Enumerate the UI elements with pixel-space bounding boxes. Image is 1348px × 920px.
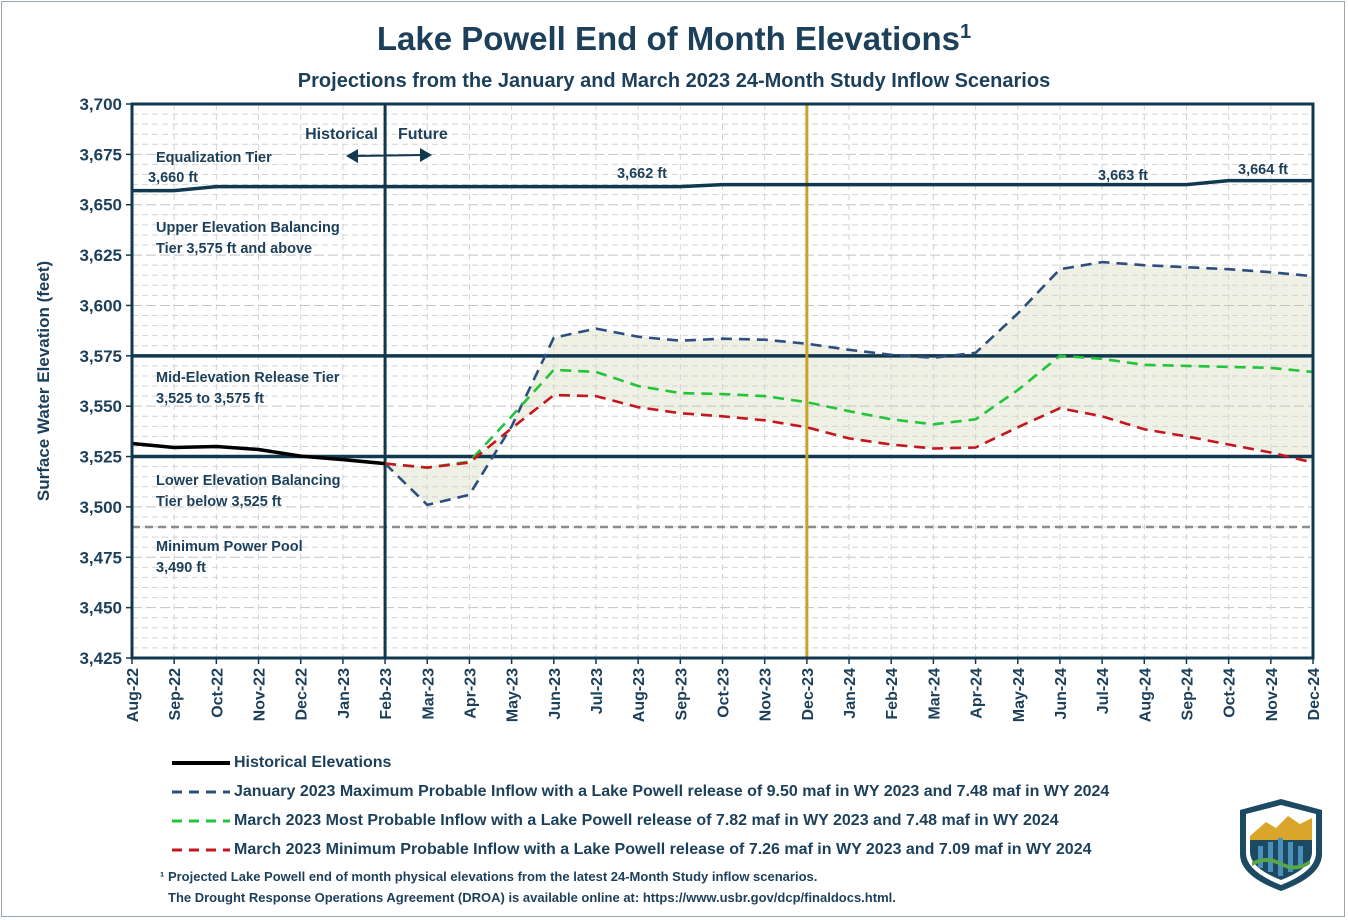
x-tick-label: Mar-24: [926, 668, 943, 720]
x-tick-label: Aug-22: [125, 668, 142, 722]
x-tick-label: Oct-22: [209, 668, 226, 718]
equalization-tier-label: Equalization Tier: [156, 150, 272, 166]
legend-label: March 2023 Minimum Probable Inflow with …: [234, 840, 1092, 858]
legend: Historical Elevations January 2023 Maxim…: [172, 748, 1109, 864]
projection-range-area: [385, 262, 1314, 505]
x-tick-label: Sep-24: [1179, 668, 1196, 721]
x-tick-label: Feb-23: [378, 668, 395, 720]
upper-tier-range-label: Tier 3,575 ft and above: [156, 241, 312, 257]
future-label: Future: [398, 126, 448, 143]
footnote-line-2: The Drought Response Operations Agreemen…: [168, 890, 896, 905]
chart-subtitle: Projections from the January and March 2…: [297, 70, 1051, 92]
x-tick-label: Jan-24: [842, 668, 859, 719]
y-tick-label: 3,650: [79, 196, 122, 215]
y-tick-label: 3,625: [79, 246, 122, 265]
x-tick-label: Dec-24: [1306, 668, 1323, 721]
footnote: ¹ Projected Lake Powell end of month phy…: [160, 866, 896, 908]
y-tick-label: 3,450: [79, 599, 122, 618]
y-tick-label: 3,700: [79, 95, 122, 114]
equalization-3663-label: 3,663 ft: [1098, 168, 1148, 184]
equalization-3664-label: 3,664 ft: [1238, 162, 1288, 178]
x-tick-label: May-23: [505, 668, 522, 722]
x-tick-label: Apr-23: [462, 668, 479, 719]
x-tick-label: Jan-23: [336, 668, 353, 719]
chart-title: Lake Powell End of Month Elevations1: [376, 20, 972, 57]
series-jan-max-line: [384, 260, 1314, 507]
x-tick-label: May-24: [1011, 668, 1028, 722]
y-tick-label: 3,675: [79, 145, 122, 164]
x-tick-label: Sep-22: [167, 668, 184, 721]
series-mar-most-line: [384, 354, 1314, 469]
x-tick-label: Aug-23: [631, 668, 648, 722]
arrow-left-icon: [346, 149, 358, 163]
x-tick-label: Jun-24: [1053, 668, 1070, 720]
legend-label: March 2023 Most Probable Inflow with a L…: [234, 811, 1059, 829]
y-tick-label: 3,475: [79, 548, 122, 567]
x-tick-label: Oct-24: [1222, 668, 1239, 718]
x-tick-label: Mar-23: [420, 668, 437, 720]
min-power-pool-value-label: 3,490 ft: [156, 560, 206, 576]
equalization-tier-line: [132, 178, 1313, 193]
reference-lines: [132, 104, 1313, 658]
legend-swatch-mar-most: [172, 819, 230, 822]
legend-swatch-mar-min: [172, 848, 230, 851]
legend-label: January 2023 Maximum Probable Inflow wit…: [234, 782, 1110, 800]
axes: 3,425 3,450 3,475 3,500 3,525 3,550 3,575 3,600…: [34, 95, 1323, 722]
x-tick-label: Apr-24: [969, 668, 986, 719]
x-tick-label: Sep-23: [673, 668, 690, 721]
legend-swatch-historical: [172, 760, 230, 765]
mid-tier-label: Mid-Elevation Release Tier: [156, 370, 340, 386]
legend-item-historical: Historical Elevations: [172, 748, 1109, 777]
legend-swatch-jan-max: [172, 790, 230, 793]
x-tick-label: Jul-24: [1095, 668, 1112, 714]
upper-tier-label: Upper Elevation Balancing: [156, 220, 340, 236]
y-tick-label: 3,425: [79, 649, 122, 668]
x-tick-label: Nov-23: [758, 668, 775, 721]
y-tick-label: 3,525: [79, 448, 122, 467]
min-power-pool-label: Minimum Power Pool: [156, 539, 303, 555]
arrow-right-icon: [420, 148, 432, 162]
y-tick-label: 3,550: [79, 397, 122, 416]
legend-label: Historical Elevations: [234, 753, 392, 771]
y-tick-label: 3,600: [79, 296, 122, 315]
equalization-3662-label: 3,662 ft: [617, 166, 667, 182]
footnote-line-1: ¹ Projected Lake Powell end of month phy…: [160, 869, 818, 884]
x-tick-label: Dec-22: [294, 668, 311, 721]
x-tick-label: Oct-23: [716, 668, 733, 718]
x-tick-label: Jul-23: [589, 668, 606, 714]
x-tick-label: Feb-24: [884, 668, 901, 720]
historical-future-arrow-line: [351, 154, 425, 157]
x-tick-label: Aug-24: [1137, 668, 1154, 722]
elevation-chart: 3,425 3,450 3,475 3,500 3,525 3,550 3,575 3,600…: [34, 95, 1323, 722]
series-mar-min-line: [384, 393, 1314, 469]
lower-tier-label: Lower Elevation Balancing: [156, 473, 341, 489]
equalization-value-label: 3,660 ft: [148, 170, 198, 186]
x-tick-label: Jun-23: [547, 668, 564, 720]
legend-item-jan-max: January 2023 Maximum Probable Inflow wit…: [172, 777, 1109, 806]
y-tick-label: 3,575: [79, 347, 122, 366]
legend-item-mar-most: March 2023 Most Probable Inflow with a L…: [172, 806, 1109, 835]
y-axis-label: Surface Water Elevation (feet): [34, 261, 53, 501]
annotations: Historical Future Equalization Tier 3,660 f…: [148, 126, 1288, 576]
x-tick-label: Dec-23: [800, 668, 817, 721]
x-tick-label: Nov-22: [252, 668, 269, 721]
historical-label: Historical: [305, 126, 378, 143]
bureau-of-reclamation-shield-icon: [1240, 799, 1322, 891]
series-lines: [131, 178, 1314, 507]
lower-tier-range-label: Tier below 3,525 ft: [156, 494, 282, 510]
x-tick-label: Nov-24: [1264, 668, 1281, 721]
y-tick-label: 3,500: [79, 498, 122, 517]
series-historical-line: [131, 441, 386, 466]
legend-item-mar-min: March 2023 Minimum Probable Inflow with …: [172, 835, 1109, 864]
mid-tier-range-label: 3,525 to 3,575 ft: [156, 391, 264, 407]
